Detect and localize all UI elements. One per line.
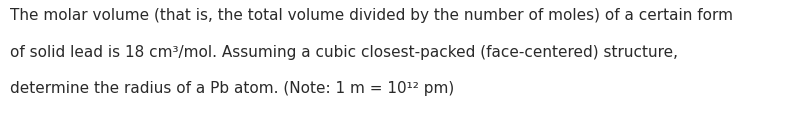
Text: The molar volume (that is, the total volume divided by the number of moles) of a: The molar volume (that is, the total vol… xyxy=(10,8,733,23)
Text: determine the radius of a Pb atom. (Note: 1 m = 10¹² pm): determine the radius of a Pb atom. (Note… xyxy=(10,81,454,96)
Text: of solid lead is 18 cm³/mol. Assuming a cubic closest-packed (face-centered) str: of solid lead is 18 cm³/mol. Assuming a … xyxy=(10,45,677,60)
